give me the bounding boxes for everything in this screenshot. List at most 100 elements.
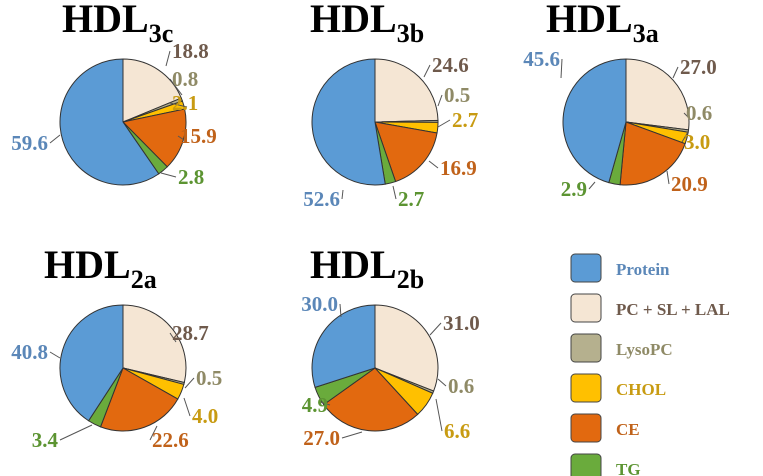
pie-chart-hdl-2a: HDL2a 28.7 0.5 4.022.6 3.4 40.8	[11, 242, 222, 452]
pie-title-subscript: 3c	[149, 19, 174, 48]
leader-line	[681, 131, 689, 143]
data-label: 2.9	[561, 177, 587, 201]
data-label: 27.0	[303, 426, 340, 450]
pie-slice-ce	[323, 367, 419, 432]
leader-line	[59, 424, 93, 441]
data-label: 0.6	[448, 374, 474, 398]
pie-title-main: HDL	[44, 242, 131, 287]
data-label: 20.9	[671, 172, 708, 196]
pie-slice-protein	[311, 304, 376, 388]
data-label: 3.4	[32, 428, 59, 452]
leader-line	[183, 397, 191, 417]
legend-swatch	[570, 413, 602, 443]
leader-line	[392, 185, 397, 200]
leader-line	[672, 66, 679, 79]
data-label: 3.0	[684, 130, 710, 154]
leader-line	[149, 425, 158, 441]
data-label: 2.8	[178, 165, 204, 189]
pie-slice-pc-sl-lal	[122, 58, 182, 123]
leader-line	[437, 94, 443, 107]
leader-line	[435, 398, 443, 432]
leader-line	[423, 64, 431, 78]
data-label: 0.8	[172, 67, 198, 91]
data-label: 24.6	[432, 53, 469, 77]
leader-line	[160, 172, 177, 178]
pie-slice-protein	[311, 58, 386, 186]
leader-line	[341, 189, 344, 200]
data-label: 0.5	[444, 83, 470, 107]
pie-slice-protein	[59, 304, 124, 422]
legend-label: Protein	[616, 260, 670, 279]
data-label: 59.6	[11, 131, 48, 155]
legend-swatch	[570, 293, 602, 323]
legend-swatch	[570, 453, 602, 476]
data-label: 45.6	[523, 47, 560, 71]
leader-line	[165, 50, 171, 67]
legend-label: CHOL	[616, 380, 666, 399]
legend: Protein PC + SL + LAL LysoPC CHOL CE TG	[570, 253, 730, 476]
pie-slice-ce	[619, 121, 686, 186]
leader-line	[437, 119, 451, 128]
leader-line	[560, 58, 563, 79]
data-label: 30.0	[301, 292, 338, 316]
pie-slice-pc-sl-lal	[625, 58, 690, 131]
pie-slice-protein	[562, 58, 627, 184]
leader-line	[588, 181, 596, 190]
data-label: 0.5	[196, 366, 222, 390]
legend-label: PC + SL + LAL	[616, 300, 730, 319]
data-label: 27.0	[680, 55, 717, 79]
legend-label: CE	[616, 420, 640, 439]
legend-swatch	[570, 333, 602, 363]
data-label: 2.7	[398, 187, 424, 211]
pie-title-main: HDL	[310, 242, 397, 287]
pie-slice-ce	[99, 367, 179, 432]
data-label: 40.8	[11, 340, 48, 364]
legend-swatch	[570, 253, 602, 283]
pie-title: HDL3c	[62, 0, 173, 48]
pie-chart-hdl-2b: HDL2b 31.0 0.6 6.6 27.0 4.9 30.0	[301, 242, 480, 450]
pie-slice-pc-sl-lal	[374, 58, 439, 123]
data-label: 4.9	[302, 393, 328, 417]
data-label: 28.7	[172, 321, 209, 345]
leader-line	[169, 102, 188, 108]
pie-slice-pc-sl-lal	[374, 304, 439, 392]
leader-line	[437, 378, 447, 387]
pie-title-subscript: 2a	[131, 265, 157, 294]
leader-line	[339, 303, 342, 318]
pie-title: HDL2b	[310, 242, 424, 294]
leader-line	[49, 134, 61, 144]
pie-title: HDL2a	[44, 242, 157, 294]
pie-title-main: HDL	[62, 0, 149, 41]
data-label: 2.1	[172, 91, 198, 115]
pie-title-main: HDL	[546, 0, 633, 41]
data-label: 31.0	[443, 311, 480, 335]
leader-line	[428, 160, 439, 169]
leader-line	[184, 377, 195, 389]
leader-line	[169, 78, 183, 96]
leader-line	[683, 112, 690, 119]
data-label: 52.6	[303, 187, 340, 211]
leader-line	[49, 351, 61, 359]
leader-line	[169, 332, 177, 343]
data-label: 0.6	[686, 101, 712, 125]
data-label: 4.0	[192, 404, 218, 428]
pie-title-subscript: 3b	[397, 19, 424, 48]
data-label: 15.9	[180, 124, 217, 148]
data-label: 22.6	[152, 428, 189, 452]
pie-title-main: HDL	[310, 0, 397, 41]
data-label: 18.8	[172, 39, 209, 63]
leader-line	[341, 431, 363, 439]
pie-slice-pc-sl-lal	[122, 304, 187, 384]
pie-title: HDL3a	[546, 0, 659, 48]
data-label: 6.6	[444, 419, 470, 443]
pie-title-subscript: 2b	[397, 265, 424, 294]
pie-slice-protein	[59, 58, 160, 186]
pie-title: HDL3b	[310, 0, 424, 48]
legend-label: LysoPC	[616, 340, 673, 359]
leader-line	[177, 135, 185, 141]
leader-line	[666, 170, 670, 185]
legend-label: TG	[616, 460, 641, 476]
